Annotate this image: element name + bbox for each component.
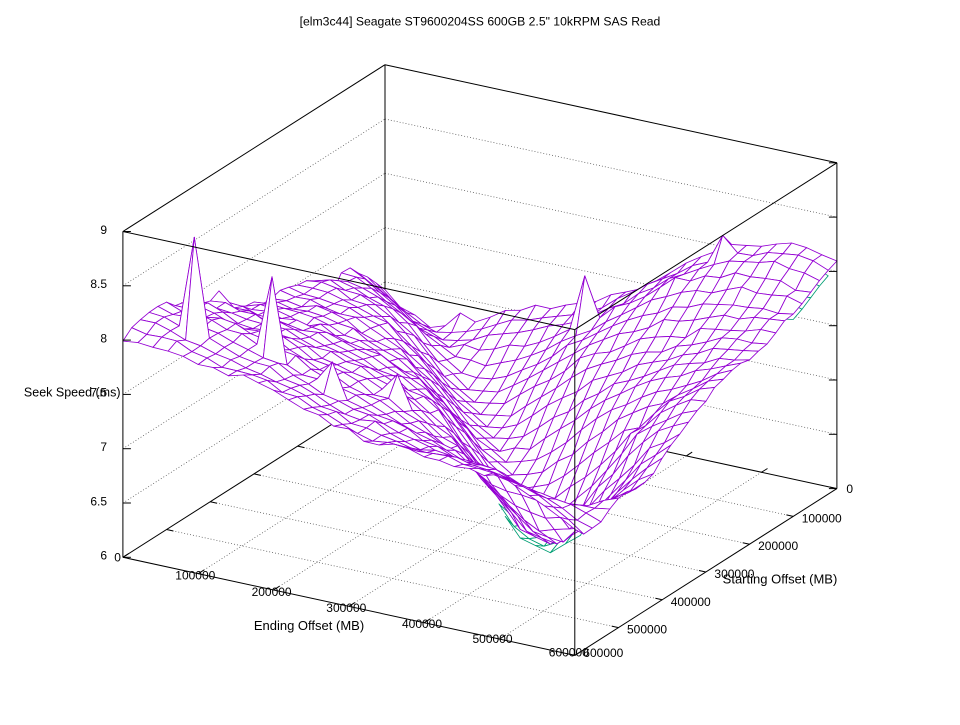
svg-text:300000: 300000: [326, 601, 366, 615]
svg-text:300000: 300000: [714, 567, 754, 581]
svg-text:400000: 400000: [671, 595, 711, 609]
svg-text:500000: 500000: [627, 623, 667, 637]
svg-text:6.5: 6.5: [90, 494, 107, 508]
svg-text:200000: 200000: [758, 539, 798, 553]
svg-text:9: 9: [100, 223, 107, 237]
svg-text:7: 7: [100, 440, 107, 454]
svg-text:0: 0: [114, 551, 121, 565]
svg-text:7.5: 7.5: [90, 386, 107, 400]
svg-text:100000: 100000: [802, 511, 842, 525]
svg-text:Ending Offset (MB): Ending Offset (MB): [254, 618, 364, 633]
svg-text:600000: 600000: [583, 646, 623, 660]
svg-text:6: 6: [100, 549, 107, 563]
svg-text:0: 0: [846, 482, 853, 496]
svg-text:8: 8: [100, 331, 107, 345]
svg-text:8.5: 8.5: [90, 277, 107, 291]
svg-text:400000: 400000: [402, 617, 442, 631]
svg-text:Starting Offset (MB): Starting Offset (MB): [723, 572, 838, 587]
svg-text:600000: 600000: [549, 646, 589, 660]
svg-text:500000: 500000: [472, 632, 512, 646]
svg-text:[elm3c44] Seagate ST9600204SS: [elm3c44] Seagate ST9600204SS 600GB 2.5"…: [300, 15, 661, 29]
svg-text:Seek Speed (ms): Seek Speed (ms): [24, 386, 121, 400]
svg-text:200000: 200000: [252, 585, 292, 599]
svg-text:100000: 100000: [175, 569, 215, 583]
